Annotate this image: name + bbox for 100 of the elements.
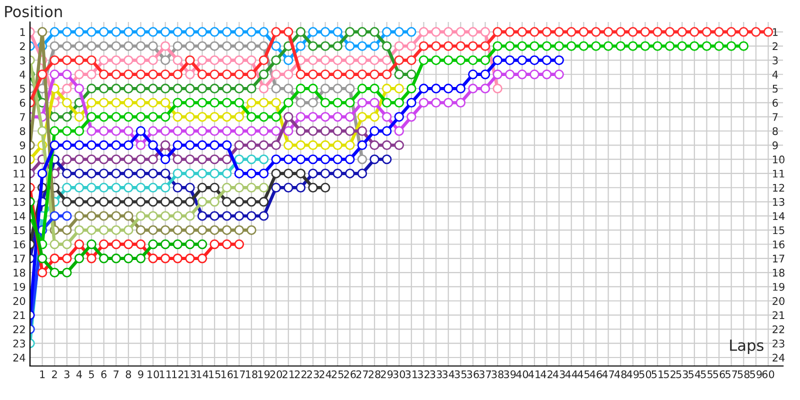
- point: [492, 70, 502, 80]
- point: [258, 168, 269, 178]
- point: [320, 27, 330, 37]
- y2-tick-label: 15: [773, 226, 784, 234]
- y-tick-label: 9: [20, 141, 26, 150]
- y2-tick-label: 2: [772, 42, 778, 50]
- point: [111, 254, 121, 264]
- point: [124, 41, 134, 51]
- x-tick-label: 57: [726, 370, 738, 378]
- x-tick-label: 30: [393, 370, 406, 378]
- point: [246, 55, 256, 66]
- x-tick-label: 6: [101, 370, 106, 378]
- point: [258, 196, 269, 207]
- point: [234, 168, 244, 178]
- point: [222, 98, 232, 108]
- x-tick-label: 19: [258, 370, 270, 378]
- point: [185, 112, 195, 122]
- point: [284, 140, 294, 150]
- point: [210, 168, 220, 178]
- y2-tick-label: 16: [773, 240, 784, 248]
- point: [86, 168, 96, 178]
- point: [443, 98, 454, 108]
- point: [222, 239, 232, 250]
- point: [74, 140, 84, 150]
- point: [652, 41, 662, 51]
- point: [382, 154, 392, 164]
- point: [504, 41, 515, 51]
- point: [382, 27, 392, 37]
- point: [197, 154, 208, 164]
- point: [222, 154, 232, 164]
- point: [222, 182, 232, 192]
- point: [210, 126, 220, 136]
- x-tick-label: 59: [750, 370, 762, 378]
- point: [111, 140, 121, 150]
- y-tick-label: 16: [14, 240, 26, 248]
- x-tick-label: 44: [565, 370, 578, 378]
- point: [86, 126, 96, 136]
- point: [148, 27, 158, 37]
- point: [296, 41, 306, 51]
- point: [62, 182, 72, 192]
- point: [197, 41, 208, 51]
- point: [111, 112, 121, 122]
- point: [370, 55, 380, 66]
- y2-tick-label: 17: [773, 254, 784, 262]
- point: [258, 70, 269, 80]
- point: [172, 84, 183, 94]
- y2-tick-label: 18: [773, 268, 784, 277]
- point: [320, 126, 330, 136]
- point: [332, 126, 342, 136]
- point: [431, 27, 441, 37]
- x-tick-label: 13: [184, 370, 196, 378]
- x-tick-label: 24: [319, 370, 332, 378]
- point: [197, 211, 208, 221]
- point: [185, 239, 195, 250]
- point: [124, 140, 134, 150]
- point: [136, 84, 146, 94]
- point: [234, 27, 244, 37]
- point: [394, 27, 404, 37]
- point: [246, 168, 256, 178]
- point: [62, 27, 72, 37]
- x-tick-label: 45: [578, 370, 590, 378]
- point: [603, 41, 614, 51]
- point: [160, 112, 170, 122]
- point: [74, 182, 84, 192]
- point: [566, 41, 576, 51]
- point: [148, 84, 158, 94]
- point: [197, 225, 208, 235]
- point: [98, 254, 109, 264]
- point: [86, 182, 96, 192]
- point: [172, 112, 183, 122]
- point: [284, 126, 294, 136]
- point: [197, 112, 208, 122]
- y-tick-label: 22: [13, 325, 25, 334]
- point: [357, 126, 368, 136]
- point: [271, 168, 281, 178]
- x-tick-label: 31: [406, 370, 418, 378]
- point: [124, 154, 134, 164]
- point: [197, 126, 208, 136]
- point: [382, 126, 392, 136]
- point: [160, 27, 170, 37]
- point: [308, 168, 318, 178]
- point: [271, 154, 281, 164]
- point: [296, 168, 306, 178]
- y-tick-label: 20: [13, 297, 26, 305]
- point: [308, 84, 318, 94]
- y2-tick-label: 7: [772, 113, 778, 121]
- point: [554, 41, 564, 51]
- point: [185, 70, 195, 80]
- x-tick-label: 48: [614, 370, 627, 378]
- point: [210, 211, 220, 221]
- point: [50, 211, 60, 221]
- point: [456, 84, 466, 94]
- point: [160, 84, 170, 94]
- x-tick-label: 54: [688, 370, 700, 378]
- y-tick-label: 23: [13, 340, 25, 348]
- point: [456, 55, 466, 66]
- point: [542, 55, 552, 66]
- x-tick-label: 9: [138, 370, 144, 378]
- point: [271, 98, 281, 108]
- point: [222, 211, 232, 221]
